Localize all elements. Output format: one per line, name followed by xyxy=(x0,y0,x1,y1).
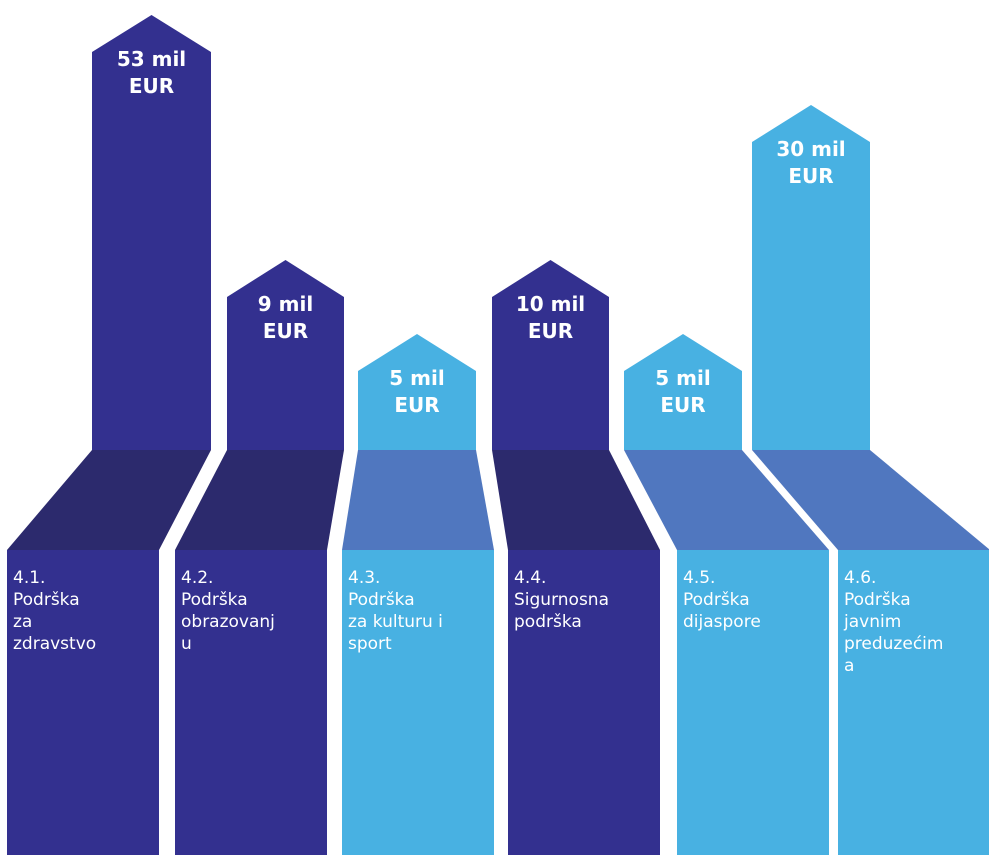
bar-4-6-column xyxy=(838,550,989,855)
bar-category-label: 4.5. Podrška dijaspore xyxy=(683,568,761,632)
bar-4-5-column xyxy=(677,550,829,855)
bar-4-5-fold xyxy=(624,450,829,550)
bar-category-label: 4.2. Podrška obrazovanj u xyxy=(181,568,275,654)
bar-4-6-fold xyxy=(752,450,989,550)
bar-4-3-fold xyxy=(342,450,494,550)
bar-value-label: 5 mil EUR xyxy=(655,366,711,417)
bar-value-label: 9 mil EUR xyxy=(257,292,314,343)
bar-4-1-upper xyxy=(92,15,211,450)
bar-category-label: 4.3. Podrška za kulturu i sport xyxy=(348,568,443,654)
bar-4-2-column xyxy=(175,550,327,855)
bar-4-4-fold xyxy=(492,450,660,550)
bar-4-1-column xyxy=(7,550,159,855)
bar-4-6-upper xyxy=(752,105,870,450)
bar-4-2-fold xyxy=(175,450,344,550)
bar-value-label: 10 mil EUR xyxy=(515,292,586,343)
bar-category-label: 4.4. Sigurnosna podrška xyxy=(514,568,609,632)
bar-category-label: 4.1. Podrška za zdravstvo xyxy=(13,568,97,654)
bar-category-label: 4.6. Podrška javnim preduzećim a xyxy=(844,568,944,676)
bar-value-label: 53 mil EUR xyxy=(116,47,187,98)
bar-value-label: 5 mil EUR xyxy=(389,366,445,417)
bar-4-3-upper xyxy=(358,334,476,450)
bar-4-3-column xyxy=(342,550,494,855)
bar-4-2-upper xyxy=(227,260,344,450)
bar-value-label: 30 mil EUR xyxy=(776,137,846,188)
bar-4-5-upper xyxy=(624,334,742,450)
bar-4-4-upper xyxy=(492,260,609,450)
bar-4-4-column xyxy=(508,550,660,855)
bar-4-1-fold xyxy=(7,450,211,550)
